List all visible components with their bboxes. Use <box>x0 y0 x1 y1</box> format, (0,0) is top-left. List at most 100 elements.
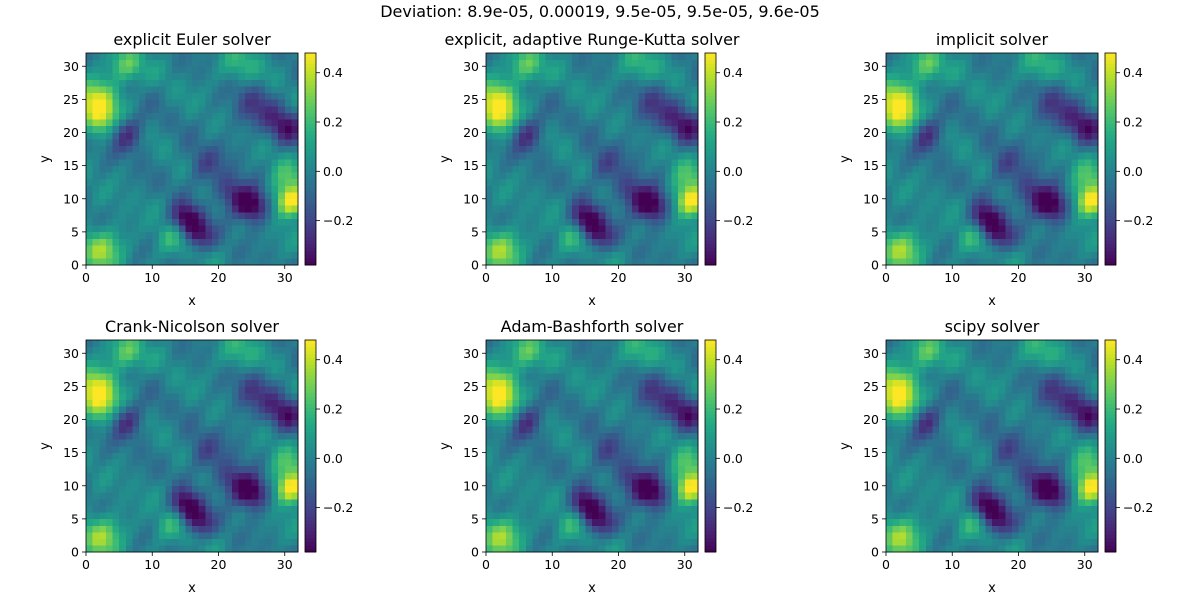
heatmap-cell <box>86 479 93 487</box>
heatmap-cell <box>152 518 160 526</box>
colorbar-segment <box>705 74 716 79</box>
heatmap-cell <box>618 198 626 206</box>
heatmap-cell <box>691 525 699 533</box>
heatmap-cell <box>1011 152 1019 160</box>
heatmap-cell <box>552 245 560 253</box>
heatmap-cell <box>258 53 266 60</box>
heatmap-cell <box>165 373 173 381</box>
heatmap-cell <box>558 53 566 60</box>
heatmap-cell <box>651 258 659 266</box>
heatmap-cell <box>1091 53 1099 60</box>
heatmap-cell <box>684 479 692 487</box>
heatmap-cell <box>925 212 933 219</box>
heatmap-cell <box>278 499 286 506</box>
heatmap-cell <box>185 139 193 147</box>
colorbar-tick-label: 0.4 <box>723 65 743 80</box>
heatmap-cell <box>1078 251 1086 259</box>
heatmap-cell <box>631 472 639 480</box>
heatmap-cell <box>598 492 606 500</box>
heatmap-cell <box>112 132 120 140</box>
heatmap-cell <box>552 198 560 206</box>
heatmap-cell <box>1091 231 1099 239</box>
heatmap-cell <box>499 125 507 133</box>
heatmap-cell <box>284 406 292 414</box>
heatmap-cell <box>592 125 599 133</box>
heatmap-cell <box>105 225 113 233</box>
heatmap-cell <box>958 238 966 246</box>
heatmap-cell <box>658 178 666 186</box>
heatmap-cell <box>499 139 507 147</box>
colorbar-segment <box>1105 84 1116 89</box>
heatmap-cell <box>284 212 292 219</box>
heatmap-cell <box>598 145 606 153</box>
heatmap-cell <box>618 79 626 87</box>
heatmap-cell <box>1084 251 1092 259</box>
heatmap-cell <box>119 106 127 113</box>
heatmap-cell <box>92 212 100 219</box>
heatmap-cell <box>998 231 1006 239</box>
heatmap-cell <box>251 66 259 74</box>
heatmap-cell <box>512 112 520 120</box>
colorbar-segment <box>305 127 316 132</box>
heatmap-cell <box>1031 172 1039 180</box>
heatmap-cell <box>1005 72 1013 80</box>
heatmap-cell <box>512 72 520 80</box>
heatmap-cell <box>264 66 272 74</box>
heatmap-cell <box>939 125 946 133</box>
heatmap-cell <box>592 139 599 147</box>
heatmap-cell <box>1091 152 1099 160</box>
heatmap-cell <box>198 205 206 213</box>
heatmap-cell <box>245 145 252 153</box>
heatmap-cell <box>939 172 946 180</box>
heatmap-cell <box>558 225 566 233</box>
heatmap-cell <box>492 172 500 180</box>
heatmap-cell <box>1031 205 1039 213</box>
heatmap-cell <box>125 66 133 74</box>
heatmap-cell <box>119 251 127 259</box>
colorbar-segment <box>1105 222 1116 227</box>
colorbar-segment <box>305 368 316 373</box>
heatmap-cell <box>105 66 113 74</box>
heatmap-cell <box>611 92 619 100</box>
heatmap-cell <box>172 159 180 166</box>
heatmap-cell <box>978 119 986 127</box>
heatmap-cell <box>92 399 100 407</box>
heatmap-cell <box>198 545 206 553</box>
heatmap-cell <box>671 485 679 493</box>
heatmap-cell <box>264 359 272 367</box>
heatmap-cell <box>919 53 927 60</box>
heatmap-cell <box>198 119 206 127</box>
heatmap-cell <box>284 145 292 153</box>
heatmap-cell <box>892 139 900 147</box>
heatmap-cell <box>678 472 686 480</box>
heatmap-cell <box>585 192 593 200</box>
heatmap-cell <box>245 53 252 60</box>
heatmap-cell <box>972 145 980 153</box>
heatmap-cell <box>119 419 127 427</box>
heatmap-cell <box>539 139 546 147</box>
heatmap-cell <box>172 512 180 520</box>
heatmap-cell <box>271 79 279 87</box>
heatmap-cell <box>678 185 686 193</box>
heatmap-cell <box>245 532 252 540</box>
heatmap-cell <box>105 532 113 540</box>
heatmap-cell <box>592 192 599 200</box>
heatmap-cell <box>899 99 907 107</box>
heatmap-cell <box>539 72 546 80</box>
heatmap-cell <box>605 66 613 74</box>
colorbar-segment <box>305 537 316 542</box>
heatmap-cell <box>638 258 646 266</box>
heatmap-cell <box>172 538 180 546</box>
heatmap-cell <box>291 399 299 407</box>
heatmap-cell <box>185 532 193 540</box>
heatmap-cell <box>178 373 186 381</box>
heatmap-cell <box>1051 139 1059 147</box>
heatmap-cell <box>178 419 186 427</box>
heatmap-cell <box>492 92 500 100</box>
heatmap-cell <box>539 505 546 513</box>
heatmap-cell <box>638 518 646 526</box>
heatmap-cell <box>925 59 933 67</box>
heatmap-cell <box>264 446 272 453</box>
heatmap-cell <box>132 92 140 100</box>
heatmap-cell <box>972 119 980 127</box>
